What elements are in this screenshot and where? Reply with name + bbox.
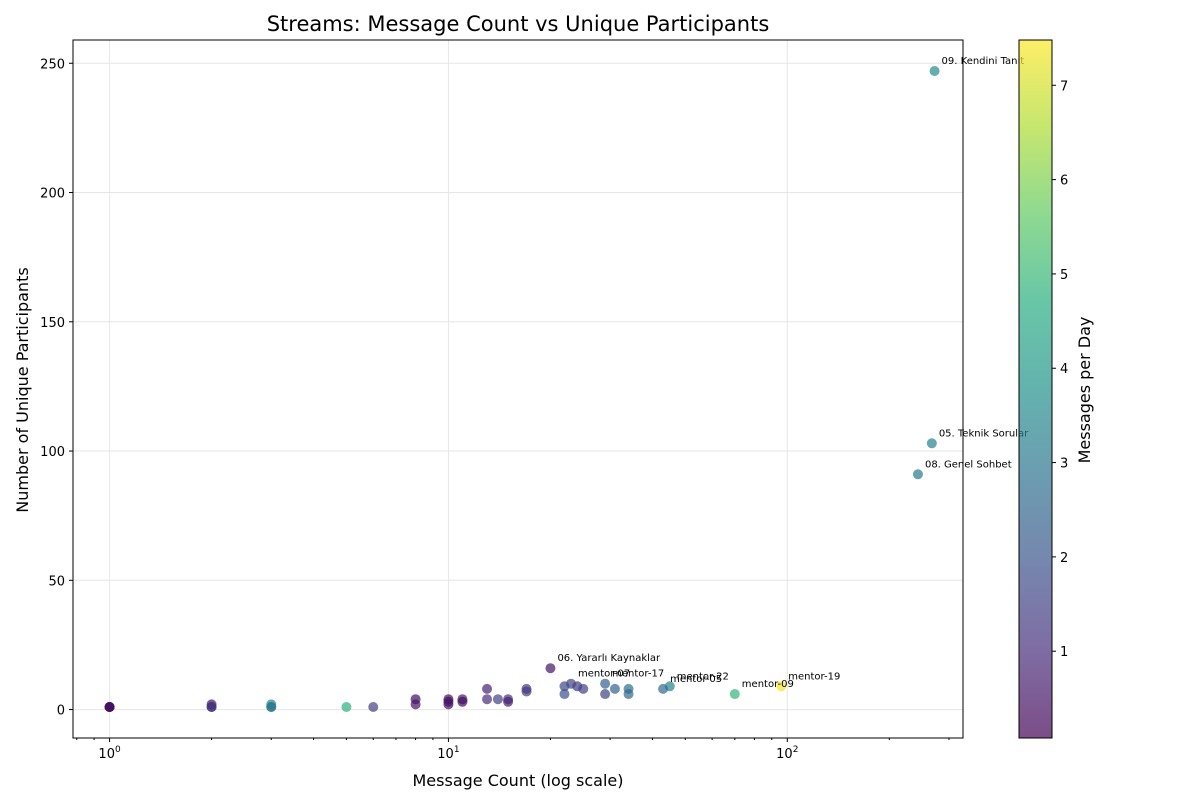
colorbar-frame xyxy=(1018,39,1053,739)
data-point xyxy=(341,701,352,712)
data-point xyxy=(266,701,277,712)
colorbar-tick-label: 4 xyxy=(1060,362,1068,377)
data-point xyxy=(410,699,421,710)
data-point xyxy=(503,696,514,707)
colorbar-tick-label: 2 xyxy=(1060,551,1068,566)
data-point xyxy=(929,66,940,77)
data-point xyxy=(482,683,493,694)
colorbar-label: Messages per Day xyxy=(1075,317,1094,464)
x-tick-label: 101 xyxy=(437,745,459,762)
data-point xyxy=(368,701,379,712)
colorbar-tick-label: 3 xyxy=(1060,457,1068,472)
data-point xyxy=(457,696,468,707)
point-annotation: mentor-09 xyxy=(742,679,794,690)
data-point xyxy=(600,678,611,689)
data-point xyxy=(609,683,620,694)
y-tick-label: 50 xyxy=(48,574,65,589)
colorbar-tick-label: 5 xyxy=(1060,268,1068,283)
data-point xyxy=(578,683,589,694)
data-point xyxy=(206,701,217,712)
point-annotations: 09. Kendini Tanıt 05. Teknik Sorular 08. G… xyxy=(557,56,1029,690)
x-axis-ticks: 100 101 102 xyxy=(76,738,950,762)
colorbar xyxy=(1019,40,1052,738)
y-tick-label: 250 xyxy=(40,57,65,72)
grid xyxy=(73,40,963,738)
data-point xyxy=(104,701,115,712)
data-point xyxy=(545,663,556,674)
data-point xyxy=(559,689,570,700)
point-annotation: mentor-05 xyxy=(670,674,722,685)
data-point xyxy=(521,686,532,697)
data-point xyxy=(912,469,923,480)
point-annotation: 08. Genel Sohbet xyxy=(925,459,1012,470)
plot-area-frame xyxy=(72,39,964,739)
y-tick-label: 200 xyxy=(40,187,65,202)
colorbar-tick-label: 1 xyxy=(1060,645,1068,660)
y-axis-label: Number of Unique Participants xyxy=(13,267,32,512)
colorbar-ticks: 1 2 3 4 5 6 7 xyxy=(1052,79,1068,660)
point-annotation: mentor-07 xyxy=(578,669,630,680)
y-tick-label: 150 xyxy=(40,316,65,331)
x-tick-label: 102 xyxy=(776,745,798,762)
point-annotation: 06. Yararlı Kaynaklar xyxy=(557,653,661,664)
colorbar-tick-label: 6 xyxy=(1060,174,1068,189)
point-annotation: 05. Teknik Sorular xyxy=(939,428,1029,439)
data-point xyxy=(926,438,937,449)
point-annotation: mentor-17 xyxy=(612,669,664,680)
data-point xyxy=(482,694,493,705)
data-point xyxy=(559,681,570,692)
point-annotation: mentor-22 xyxy=(677,671,729,682)
data-point xyxy=(443,699,454,710)
data-point xyxy=(623,689,634,700)
chart-title: Streams: Message Count vs Unique Partici… xyxy=(267,12,770,36)
x-tick-label: 100 xyxy=(98,745,121,762)
data-point xyxy=(658,683,669,694)
point-annotation: 09. Kendini Tanıt xyxy=(942,56,1025,67)
y-tick-label: 0 xyxy=(57,704,65,719)
scatter-points xyxy=(104,66,940,712)
data-point xyxy=(729,689,740,700)
point-annotation: mentor-19 xyxy=(788,671,840,682)
y-axis-ticks: 0 50 100 150 200 250 xyxy=(40,57,73,719)
data-point xyxy=(600,689,611,700)
data-point xyxy=(776,681,787,692)
x-axis-label: Message Count (log scale) xyxy=(413,771,624,790)
y-tick-label: 100 xyxy=(40,445,65,460)
data-point xyxy=(492,694,503,705)
colorbar-tick-label: 7 xyxy=(1060,79,1068,94)
